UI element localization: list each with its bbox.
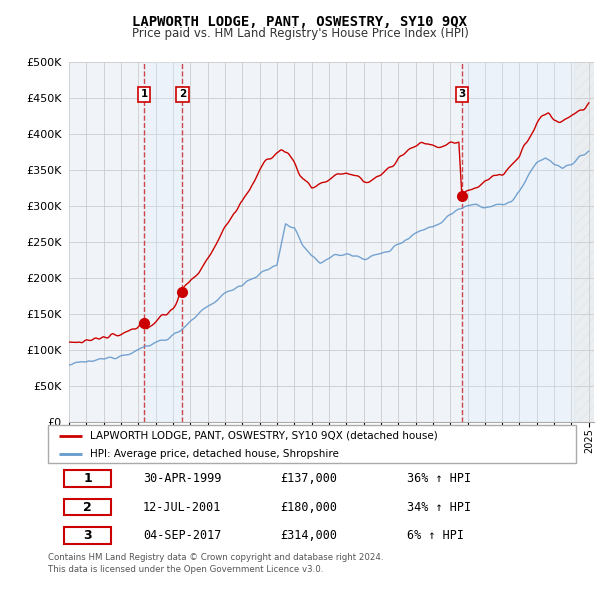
Text: £137,000: £137,000 xyxy=(280,472,337,485)
Text: 3: 3 xyxy=(458,89,466,99)
Text: 12-JUL-2001: 12-JUL-2001 xyxy=(143,500,221,514)
Text: LAPWORTH LODGE, PANT, OSWESTRY, SY10 9QX: LAPWORTH LODGE, PANT, OSWESTRY, SY10 9QX xyxy=(133,15,467,29)
Text: Contains HM Land Registry data © Crown copyright and database right 2024.: Contains HM Land Registry data © Crown c… xyxy=(48,553,383,562)
Text: 1: 1 xyxy=(140,89,148,99)
Text: 34% ↑ HPI: 34% ↑ HPI xyxy=(407,500,471,514)
Text: 36% ↑ HPI: 36% ↑ HPI xyxy=(407,472,471,485)
Text: 1: 1 xyxy=(83,472,92,485)
Bar xyxy=(144,62,182,422)
Bar xyxy=(462,62,574,422)
Text: 2: 2 xyxy=(179,89,186,99)
Text: LAPWORTH LODGE, PANT, OSWESTRY, SY10 9QX (detached house): LAPWORTH LODGE, PANT, OSWESTRY, SY10 9QX… xyxy=(90,431,438,441)
Text: £180,000: £180,000 xyxy=(280,500,337,514)
Text: 3: 3 xyxy=(83,529,92,542)
Text: 04-SEP-2017: 04-SEP-2017 xyxy=(143,529,221,542)
Bar xyxy=(574,62,594,422)
Text: HPI: Average price, detached house, Shropshire: HPI: Average price, detached house, Shro… xyxy=(90,448,339,458)
Text: 30-APR-1999: 30-APR-1999 xyxy=(143,472,221,485)
Bar xyxy=(64,499,112,516)
Bar xyxy=(64,527,112,544)
Bar xyxy=(64,470,112,487)
Text: Price paid vs. HM Land Registry's House Price Index (HPI): Price paid vs. HM Land Registry's House … xyxy=(131,27,469,40)
Text: 2: 2 xyxy=(83,500,92,514)
Text: £314,000: £314,000 xyxy=(280,529,337,542)
Text: This data is licensed under the Open Government Licence v3.0.: This data is licensed under the Open Gov… xyxy=(48,565,323,574)
Text: 6% ↑ HPI: 6% ↑ HPI xyxy=(407,529,464,542)
